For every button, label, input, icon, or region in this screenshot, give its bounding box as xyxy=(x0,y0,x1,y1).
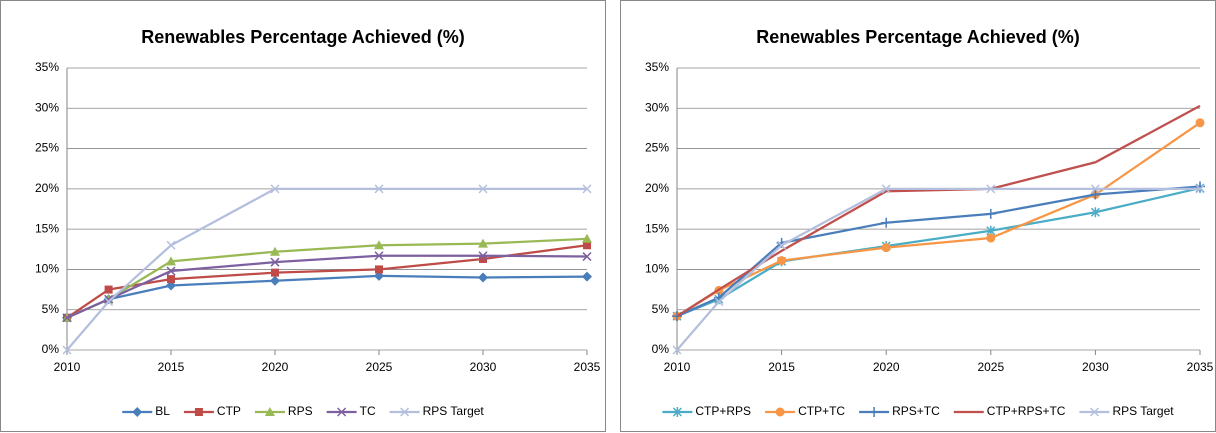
marker xyxy=(374,240,384,250)
y-tick-label: 20% xyxy=(645,181,669,195)
marker xyxy=(337,407,347,417)
y-tick-label: 15% xyxy=(35,221,59,235)
marker xyxy=(583,241,591,250)
marker xyxy=(1090,184,1100,194)
y-tick-label: 10% xyxy=(35,262,59,276)
marker xyxy=(270,275,280,286)
y-tick-label: 0% xyxy=(42,342,60,356)
marker xyxy=(1090,189,1101,200)
marker xyxy=(374,184,384,194)
legend-label: TC xyxy=(360,404,376,418)
marker xyxy=(986,184,996,194)
chart-title: Renewables Percentage Achieved (%) xyxy=(141,27,464,47)
marker xyxy=(271,268,279,277)
marker xyxy=(672,407,682,417)
x-tick-label: 2025 xyxy=(366,360,393,374)
marker xyxy=(479,254,487,263)
marker xyxy=(881,243,891,253)
series-line xyxy=(676,104,1201,318)
y-tick-label: 25% xyxy=(35,141,59,155)
panel-frame xyxy=(620,0,1216,432)
marker xyxy=(104,294,114,304)
x-tick-label: 2030 xyxy=(470,360,497,374)
marker xyxy=(1090,207,1100,218)
x-tick-label: 2020 xyxy=(262,360,289,374)
y-tick-label: 0% xyxy=(652,342,670,356)
x-tick-label: 2015 xyxy=(158,360,185,374)
marker xyxy=(478,184,488,194)
panel-frame xyxy=(0,0,606,432)
marker xyxy=(1195,118,1205,128)
legend-label: RPS+TC xyxy=(892,404,940,418)
marker xyxy=(374,251,384,261)
marker xyxy=(375,265,383,274)
chart-title: Renewables Percentage Achieved (%) xyxy=(756,27,1079,47)
marker xyxy=(985,208,996,219)
marker xyxy=(264,407,275,416)
x-tick-label: 2035 xyxy=(1187,360,1214,374)
y-tick-label: 5% xyxy=(42,302,60,316)
y-tick-label: 35% xyxy=(35,60,59,74)
x-tick-label: 2030 xyxy=(1082,360,1109,374)
marker xyxy=(672,345,682,355)
marker xyxy=(1089,407,1099,417)
x-tick-label: 2025 xyxy=(977,360,1004,374)
y-tick-label: 30% xyxy=(645,100,669,114)
marker xyxy=(166,240,176,250)
legend-label: RPS Target xyxy=(1112,404,1174,418)
marker xyxy=(270,246,280,256)
marker xyxy=(714,297,724,307)
marker xyxy=(478,238,488,248)
legend: CTP+RPS CTP+TC RPS+TC CTP+RPS+TC RPS Target xyxy=(662,404,1174,418)
marker xyxy=(881,217,892,228)
marker xyxy=(777,256,787,266)
marker xyxy=(166,256,176,266)
y-tick-label: 35% xyxy=(645,60,669,74)
legend-label: CTP+RPS+TC xyxy=(987,404,1066,418)
y-tick-label: 30% xyxy=(35,100,59,114)
marker xyxy=(400,407,410,417)
marker xyxy=(582,252,592,262)
y-tick-label: 10% xyxy=(645,262,669,276)
marker xyxy=(62,313,72,323)
marker xyxy=(104,297,114,307)
legend-label: CTP+RPS xyxy=(695,404,751,418)
legend-label: CTP xyxy=(217,404,241,418)
legend-label: CTP+TC xyxy=(798,404,845,418)
x-tick-label: 2015 xyxy=(768,360,795,374)
marker xyxy=(775,407,785,417)
marker xyxy=(869,407,880,417)
marker xyxy=(132,407,143,417)
legend: BL CTP RPS TC RPS Target xyxy=(122,404,484,418)
y-tick-label: 15% xyxy=(645,221,669,235)
marker xyxy=(582,233,592,243)
marker xyxy=(881,184,891,194)
marker xyxy=(582,271,592,282)
legend-label: RPS xyxy=(288,404,313,418)
legend-label: RPS Target xyxy=(423,404,485,418)
y-tick-label: 25% xyxy=(645,141,669,155)
marker xyxy=(104,285,113,294)
y-tick-label: 5% xyxy=(652,302,670,316)
legend-label: BL xyxy=(155,404,170,418)
marker xyxy=(582,184,592,194)
marker xyxy=(194,408,203,416)
marker xyxy=(166,266,176,276)
marker xyxy=(167,275,175,284)
x-tick-label: 2035 xyxy=(574,360,601,374)
marker xyxy=(478,251,488,261)
y-tick-label: 20% xyxy=(35,181,59,195)
marker xyxy=(270,257,280,267)
x-tick-label: 2010 xyxy=(664,360,691,374)
marker xyxy=(777,240,787,250)
marker xyxy=(1195,184,1205,194)
marker xyxy=(986,233,996,243)
marker xyxy=(478,272,488,283)
x-tick-label: 2020 xyxy=(873,360,900,374)
marker xyxy=(62,345,72,355)
x-tick-label: 2010 xyxy=(54,360,81,374)
marker xyxy=(270,184,280,194)
